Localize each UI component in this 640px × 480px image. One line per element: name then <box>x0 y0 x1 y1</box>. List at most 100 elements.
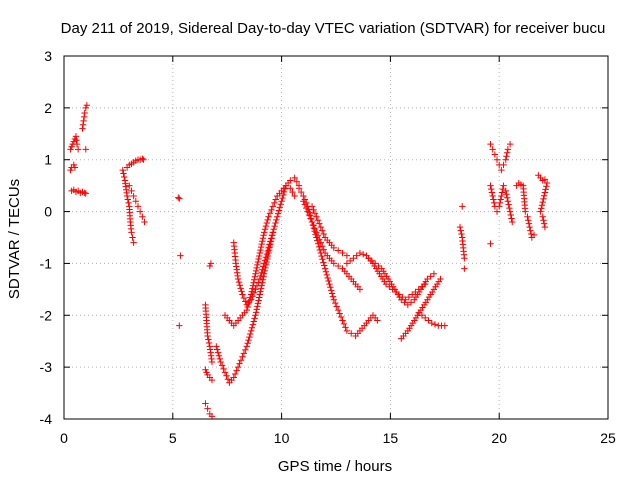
data-point-marker <box>522 208 529 215</box>
data-point-marker <box>489 146 496 153</box>
data-point-marker <box>267 238 274 245</box>
data-point-marker <box>258 269 265 276</box>
data-point-marker <box>498 189 506 196</box>
data-point-marker <box>255 279 262 286</box>
data-point-marker <box>265 213 272 220</box>
data-point-marker <box>249 293 256 300</box>
data-point-marker <box>343 260 351 267</box>
data-point-marker <box>425 317 432 324</box>
series-arc-late-d <box>415 309 448 329</box>
data-point-marker <box>305 211 313 219</box>
data-point-marker <box>456 223 464 231</box>
data-point-marker <box>242 346 249 354</box>
data-point-marker <box>260 273 267 280</box>
data-point-marker <box>313 213 320 220</box>
data-point-marker <box>382 280 390 288</box>
data-point-marker <box>326 280 333 288</box>
data-point-marker <box>257 272 264 280</box>
series-arc-6h-a <box>202 301 216 366</box>
data-point-marker <box>223 372 230 379</box>
data-point-marker <box>267 235 275 242</box>
data-point-marker <box>120 170 127 177</box>
series-arc-6h-d <box>206 260 215 270</box>
data-point-marker <box>218 362 226 369</box>
x-axis-label: GPS time / hours <box>278 458 392 475</box>
data-point-marker <box>330 260 338 267</box>
data-point-marker <box>487 182 494 189</box>
data-point-marker <box>319 227 326 234</box>
data-point-marker <box>500 161 507 169</box>
data-point-marker <box>330 244 338 252</box>
data-point-marker <box>330 296 338 303</box>
data-point-marker <box>506 204 513 212</box>
series-arc-3h-a <box>119 166 137 246</box>
data-point-marker <box>254 303 261 310</box>
data-point-marker <box>308 218 316 226</box>
data-point-marker <box>405 293 413 301</box>
data-point-marker <box>496 203 503 210</box>
data-point-marker <box>263 219 271 227</box>
series-arc-mid-c <box>308 203 351 259</box>
data-point-marker <box>256 249 264 257</box>
data-point-marker <box>264 216 271 224</box>
data-point-marker <box>236 360 243 367</box>
series-arc-6h-c <box>202 400 216 420</box>
data-point-marker <box>134 203 142 210</box>
data-point-marker <box>240 294 248 302</box>
data-point-marker <box>398 296 405 303</box>
data-point-marker <box>266 210 274 217</box>
series-arc-20h-a <box>487 140 514 174</box>
data-point-marker <box>274 213 281 220</box>
data-points <box>67 102 551 420</box>
data-point-marker <box>525 220 533 227</box>
data-point-marker <box>503 153 510 160</box>
data-point-marker <box>79 125 86 132</box>
data-point-marker <box>415 309 422 316</box>
data-point-marker <box>319 256 326 263</box>
plot-frame <box>63 55 609 420</box>
data-point-marker <box>418 312 426 319</box>
data-point-marker <box>231 370 239 378</box>
data-point-marker <box>334 262 342 270</box>
data-point-marker <box>249 285 256 292</box>
data-point-marker <box>459 203 466 210</box>
data-point-marker <box>308 203 316 210</box>
data-point-marker <box>270 226 277 233</box>
data-point-marker <box>262 254 270 261</box>
data-point-marker <box>124 196 132 203</box>
data-point-marker <box>540 217 547 224</box>
data-point-marker <box>537 208 544 215</box>
data-point-marker <box>346 257 354 265</box>
data-point-marker <box>502 187 509 195</box>
data-point-marker <box>237 285 244 292</box>
data-point-marker <box>506 208 514 215</box>
data-point-marker <box>140 156 147 163</box>
data-point-marker <box>237 357 245 364</box>
data-point-marker <box>499 185 507 193</box>
data-point-marker <box>252 286 259 293</box>
data-point-marker <box>500 182 507 189</box>
data-point-marker <box>337 313 345 321</box>
data-point-marker <box>220 365 227 373</box>
data-point-marker <box>350 255 357 262</box>
series-arc-3h-c <box>126 182 148 226</box>
data-point-marker <box>527 230 535 238</box>
series-arc-5h <box>175 194 184 329</box>
data-point-marker <box>213 346 221 353</box>
data-point-marker <box>506 140 514 148</box>
data-point-marker <box>488 185 495 193</box>
data-point-marker <box>257 288 264 295</box>
data-point-marker <box>457 227 464 234</box>
data-point-marker <box>240 350 248 357</box>
data-point-marker <box>72 133 80 140</box>
data-point-marker <box>235 278 243 286</box>
data-point-marker <box>259 276 267 283</box>
data-point-marker <box>437 275 444 283</box>
data-point-marker <box>128 229 135 236</box>
data-point-marker <box>365 255 372 262</box>
data-point-marker <box>80 117 87 125</box>
data-point-marker <box>247 296 255 303</box>
data-point-marker <box>175 194 182 201</box>
data-point-marker <box>119 166 126 174</box>
data-point-marker <box>524 213 531 220</box>
